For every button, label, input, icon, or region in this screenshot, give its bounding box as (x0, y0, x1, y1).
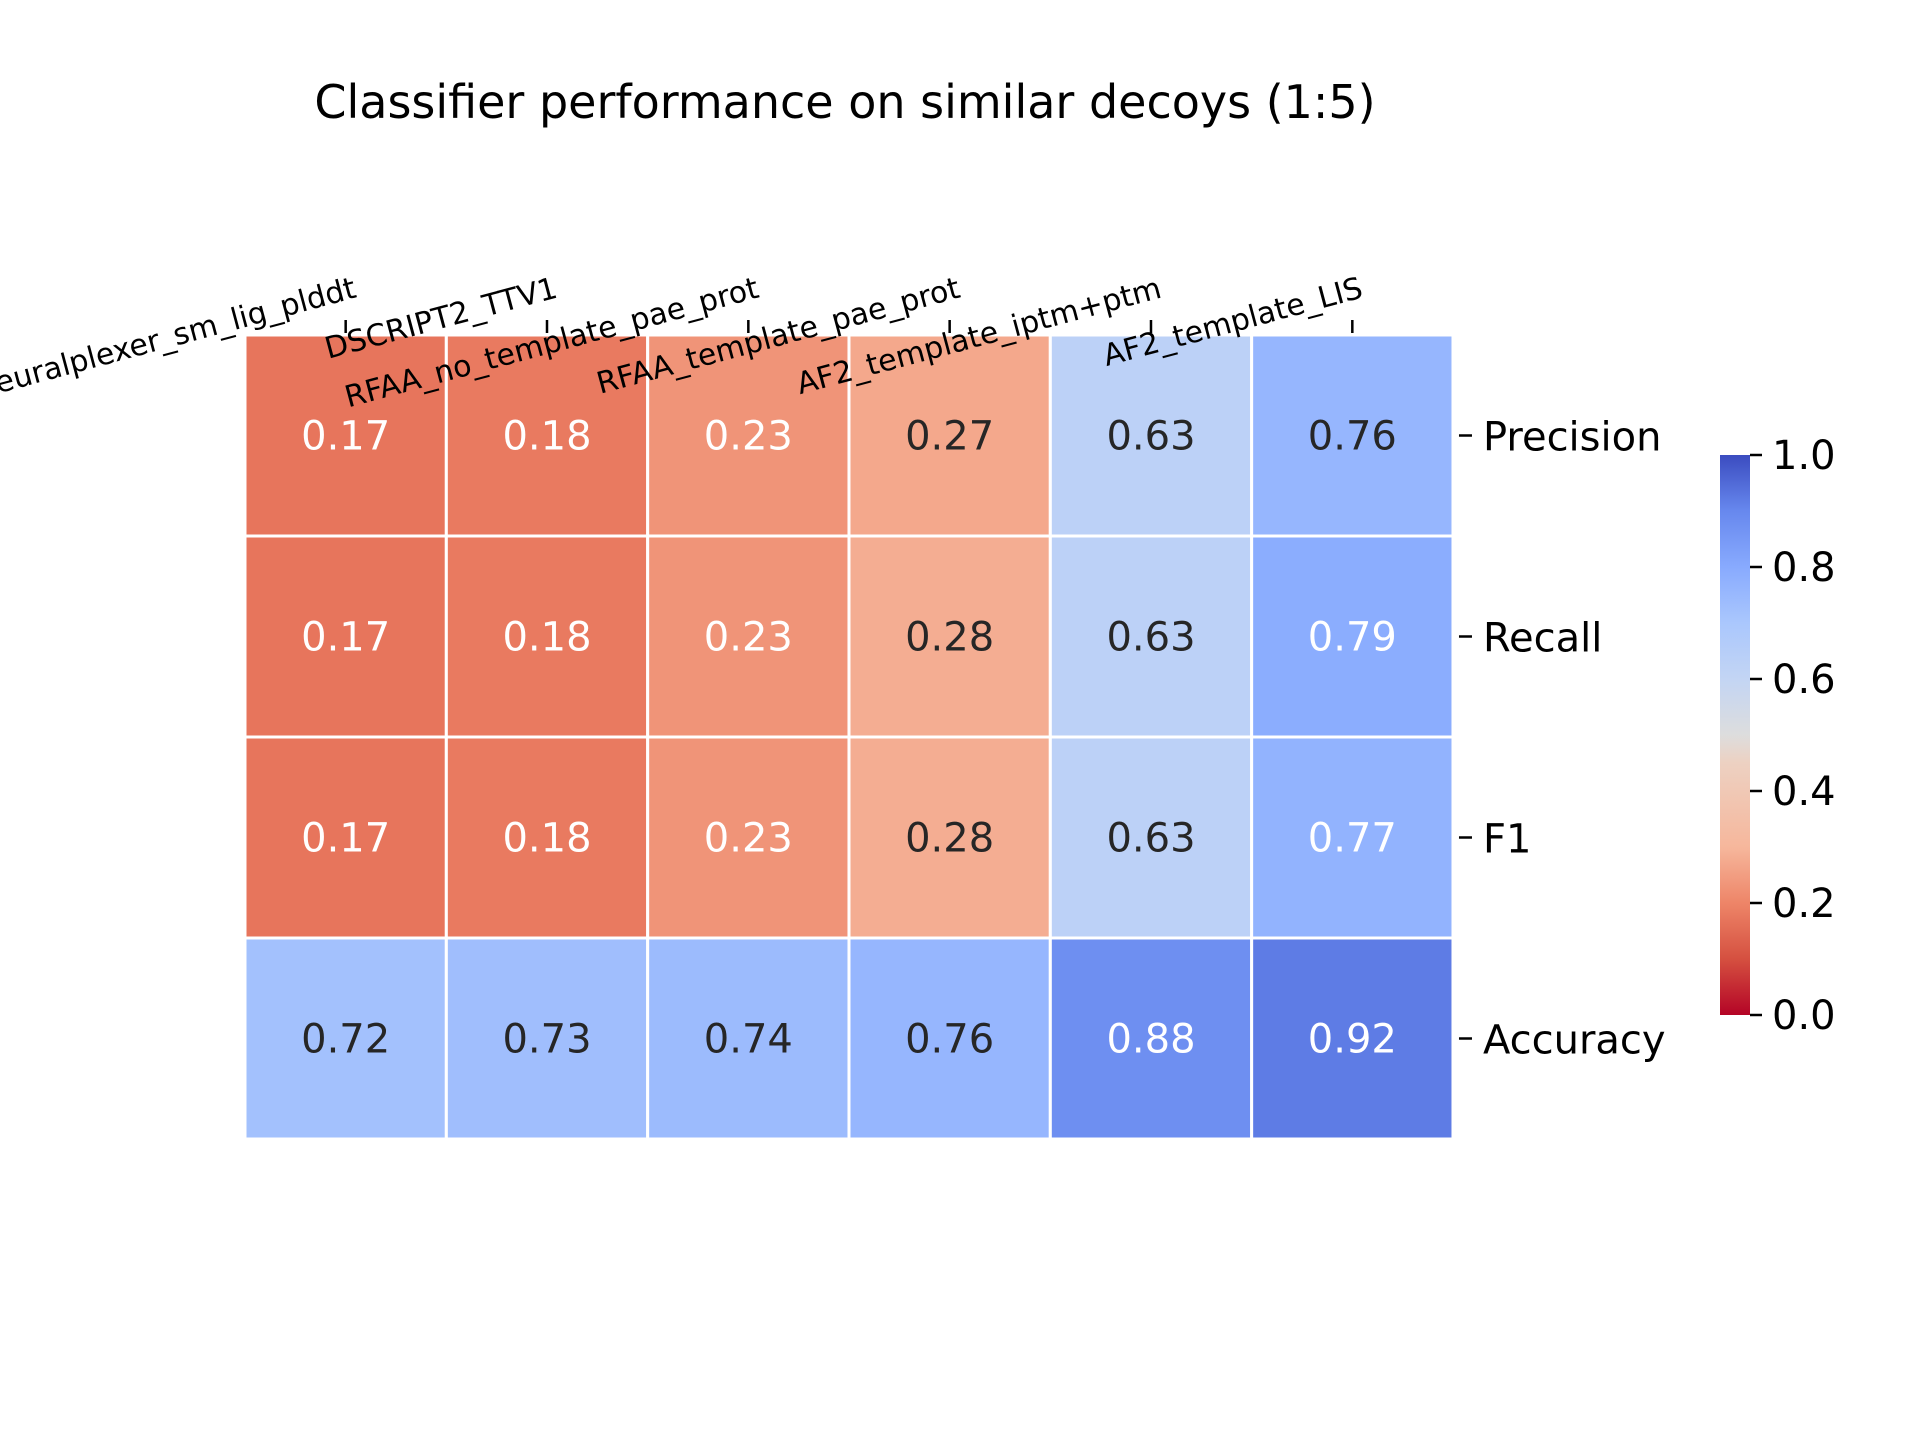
heatmap-cell (1250, 936, 1455, 1141)
row-tick-label: Accuracy (1483, 1018, 1666, 1064)
cell-value-label: 0.74 (704, 1017, 793, 1063)
cell-value-label: 0.92 (1308, 1017, 1397, 1063)
cell-value-label: 0.17 (301, 414, 390, 460)
heatmap-cell (1250, 735, 1455, 940)
cell-value-label: 0.88 (1106, 1017, 1195, 1063)
cell-value-label: 0.27 (905, 414, 994, 460)
cell-value-label: 0.72 (301, 1017, 390, 1063)
chart-title: Classifier performance on similar decoys… (314, 75, 1375, 129)
heatmap-cell (444, 333, 650, 538)
heatmap-cell (243, 534, 448, 739)
row-axis: Precision Recall F1 Accuracy (1458, 415, 1666, 1064)
cell-value-label: 0.63 (1106, 414, 1195, 460)
heatmap-cell (847, 936, 1052, 1141)
heatmap-cells: 0.17 0.18 0.23 0.27 0.63 0.76 0.17 0.18 0.23 0.28… (243, 333, 1455, 1141)
cell-value-label: 0.18 (502, 414, 591, 460)
colorbar-tick-label: 0.6 (1772, 657, 1836, 703)
cell-value-label: 0.77 (1308, 816, 1397, 862)
colorbar-tick-label: 0.8 (1772, 545, 1836, 591)
heatmap-cell (444, 936, 650, 1141)
cell-value-label: 0.76 (1308, 414, 1397, 460)
cell-value-label: 0.17 (301, 615, 390, 661)
heatmap-cell (1250, 534, 1455, 739)
heatmap-cell (646, 936, 851, 1141)
heatmap-cell (243, 936, 448, 1141)
heatmap-cell (1048, 936, 1254, 1141)
colorbar-tick-label: 1.0 (1772, 433, 1836, 479)
heatmap-cell (1048, 735, 1254, 940)
cell-value-label: 0.63 (1106, 816, 1195, 862)
cell-value-label: 0.23 (704, 816, 793, 862)
colorbar-tick-label: 0.0 (1772, 993, 1836, 1039)
heatmap-cell (444, 534, 650, 739)
cell-value-label: 0.28 (905, 615, 994, 661)
cell-value-label: 0.28 (905, 816, 994, 862)
heatmap-cell (646, 735, 851, 940)
row-tick-label: Recall (1483, 616, 1602, 662)
row-tick-label: Precision (1483, 415, 1661, 461)
colorbar: 0.0 0.2 0.4 0.6 0.8 1.0 (1720, 433, 1836, 1039)
colorbar-tick-label: 0.4 (1772, 769, 1836, 815)
cell-value-label: 0.73 (502, 1017, 591, 1063)
cell-value-label: 0.23 (704, 615, 793, 661)
cell-value-label: 0.18 (502, 816, 591, 862)
heatmap-cell (847, 735, 1052, 940)
row-tick-label: F1 (1483, 817, 1531, 863)
cell-value-label: 0.18 (502, 615, 591, 661)
heatmap-cell (847, 534, 1052, 739)
heatmap-cell (646, 534, 851, 739)
heatmap-cell (243, 333, 448, 538)
heatmap-cell (243, 735, 448, 940)
cell-value-label: 0.79 (1308, 615, 1397, 661)
colorbar-tick-label: 0.2 (1772, 881, 1836, 927)
heatmap-cell (444, 735, 650, 940)
cell-value-label: 0.63 (1106, 615, 1195, 661)
colorbar-gradient (1720, 455, 1750, 1015)
cell-value-label: 0.23 (704, 414, 793, 460)
heatmap-cell (646, 333, 851, 538)
cell-value-label: 0.76 (905, 1017, 994, 1063)
cell-value-label: 0.17 (301, 816, 390, 862)
